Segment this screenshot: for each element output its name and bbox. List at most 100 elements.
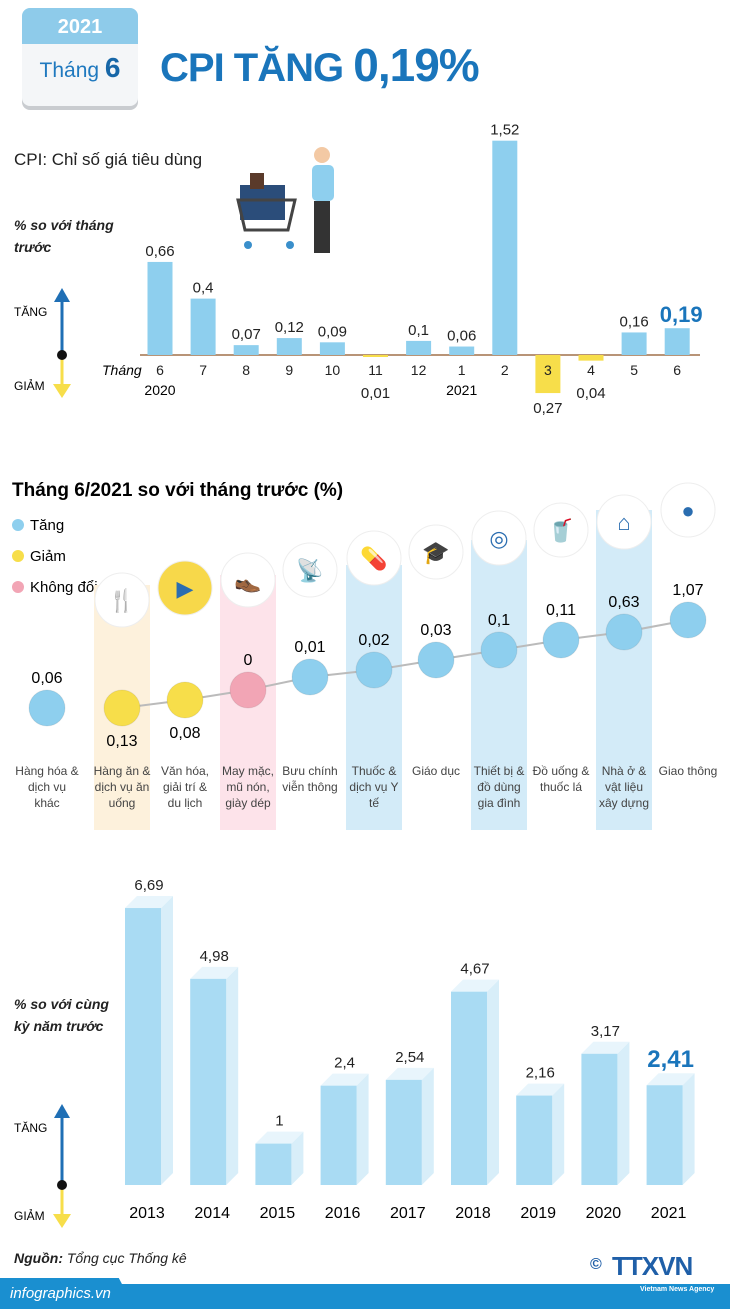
value-label: 0,4 bbox=[193, 280, 214, 297]
bar-2019 bbox=[516, 1095, 553, 1185]
chart-title: Tháng 6/2021 so với tháng trước (%) bbox=[12, 480, 343, 501]
up-label: TĂNG bbox=[14, 304, 47, 319]
category-cpi-chart: Tháng 6/2021 so với tháng trước (%) Tăng G… bbox=[12, 480, 718, 830]
axis-note-month: % so với tháng trước bbox=[14, 217, 114, 255]
value-label: 0,06 bbox=[447, 328, 476, 345]
x-axis-label: Tháng bbox=[102, 362, 142, 378]
legend-label: Không đổi bbox=[30, 579, 98, 596]
tick-label: 10 bbox=[325, 362, 341, 378]
value-label: 1 bbox=[275, 1113, 283, 1130]
value-label: 0,16 bbox=[619, 313, 648, 330]
bar-top bbox=[646, 1073, 695, 1086]
value-label: 0,01 bbox=[361, 385, 390, 402]
value-label: 0,04 bbox=[576, 385, 605, 402]
washing-machine-icon-glyph: ◎ bbox=[489, 526, 508, 551]
tick-label: 11 bbox=[368, 362, 383, 378]
bar-side bbox=[552, 1083, 565, 1185]
bar-2020 bbox=[581, 1053, 618, 1185]
legend-dot-icon bbox=[12, 550, 24, 562]
category-label: Hàng ăn & dịch vụ ăn uống bbox=[94, 764, 151, 810]
value-label: 0,11 bbox=[546, 602, 576, 619]
bar-side bbox=[161, 896, 173, 1185]
bar-top bbox=[125, 896, 173, 909]
pill-icon bbox=[346, 530, 402, 586]
clothing-icon bbox=[220, 552, 276, 608]
legend-dot-icon bbox=[12, 519, 24, 531]
site-link[interactable]: infographics.vn bbox=[0, 1278, 135, 1309]
bar-7 bbox=[449, 346, 475, 355]
year-label: 2013 bbox=[129, 1205, 165, 1222]
value-label: 0,08 bbox=[169, 725, 200, 742]
monthly-cpi-chart: TĂNGGIẢMTháng0,66620200,470,0780,1290,09… bbox=[14, 122, 703, 417]
bar-2021 bbox=[646, 1085, 683, 1185]
bar-top bbox=[320, 1073, 369, 1086]
category-label: Thiết bị & đồ dùng gia đình bbox=[474, 764, 525, 810]
value-label: 0,09 bbox=[318, 323, 347, 340]
up-arrow-head-icon bbox=[54, 288, 70, 302]
down-label: GIẢM bbox=[14, 1208, 45, 1223]
bar-0 bbox=[147, 261, 173, 355]
year-label: 2016 bbox=[325, 1205, 361, 1222]
bar-2014 bbox=[190, 978, 227, 1185]
bar-top bbox=[190, 966, 239, 979]
zero-dot-icon bbox=[57, 1180, 67, 1190]
value-label: 4,67 bbox=[460, 961, 489, 978]
source-text: Tổng cục Thống kê bbox=[66, 1250, 187, 1266]
bar-2013 bbox=[125, 908, 161, 1185]
bar-side bbox=[682, 1073, 695, 1185]
category-dot bbox=[28, 689, 66, 727]
value-label: 0,13 bbox=[106, 733, 137, 750]
category-dot bbox=[669, 601, 707, 639]
tick-label: 6 bbox=[156, 362, 164, 378]
traffic-light-icon bbox=[660, 482, 716, 538]
ttxvn-logo-sub: Vietnam News Agency bbox=[640, 1286, 715, 1293]
category-dot bbox=[291, 658, 329, 696]
bar-2017 bbox=[385, 1079, 422, 1185]
value-label: 0,01 bbox=[294, 639, 325, 656]
food-icon bbox=[94, 572, 150, 628]
bar-2018 bbox=[451, 991, 487, 1185]
value-label: 0,07 bbox=[232, 326, 261, 343]
value-label: 0,03 bbox=[420, 622, 451, 639]
tick-label: 3 bbox=[544, 362, 552, 378]
film-icon-glyph: ▶ bbox=[177, 576, 194, 601]
drink-icon bbox=[533, 502, 589, 558]
bar-side bbox=[421, 1067, 434, 1185]
source-label: Nguồn: bbox=[14, 1250, 63, 1266]
antenna-icon-glyph: 📡 bbox=[296, 556, 323, 583]
film-icon bbox=[157, 560, 213, 616]
value-label: 1,52 bbox=[490, 122, 519, 139]
value-label: 0,1 bbox=[488, 612, 510, 629]
graduation-cap-icon-glyph: 🎓 bbox=[422, 540, 449, 565]
bar-2016 bbox=[320, 1085, 357, 1185]
bar-4 bbox=[319, 342, 345, 355]
category-highlight-band bbox=[596, 510, 652, 830]
bar-top bbox=[581, 1041, 630, 1054]
category-dot bbox=[166, 681, 204, 719]
tick-label: 9 bbox=[285, 362, 293, 378]
bar-8 bbox=[492, 140, 518, 355]
house-icon-glyph: ⌂ bbox=[617, 510, 630, 535]
category-label: Giao thông bbox=[659, 764, 718, 778]
legend-label: Tăng bbox=[30, 517, 64, 534]
ttxvn-logo: TTXVN bbox=[612, 1251, 693, 1281]
value-label: 2,54 bbox=[395, 1049, 424, 1066]
shopper-illustration bbox=[200, 145, 350, 260]
antenna-icon bbox=[282, 542, 338, 598]
value-label: 2,16 bbox=[526, 1065, 555, 1082]
axis-note-year: % so với cùng kỳ năm trước bbox=[14, 996, 109, 1034]
down-arrow-head-icon bbox=[53, 1214, 71, 1228]
tick-label: 4 bbox=[587, 362, 595, 378]
bar-2015 bbox=[255, 1143, 292, 1185]
year-label: 2021 bbox=[446, 382, 477, 398]
value-label: 0,66 bbox=[145, 243, 174, 260]
tick-label: 2 bbox=[501, 362, 509, 378]
category-dot bbox=[417, 641, 455, 679]
value-label: 1,07 bbox=[672, 582, 703, 599]
year-label: 2015 bbox=[260, 1205, 296, 1222]
value-label: 0,19 bbox=[660, 302, 703, 327]
category-dot bbox=[480, 631, 518, 669]
category-label: Văn hóa, giải trí & du lịch bbox=[161, 764, 209, 810]
pill-icon-glyph: 💊 bbox=[360, 545, 387, 572]
